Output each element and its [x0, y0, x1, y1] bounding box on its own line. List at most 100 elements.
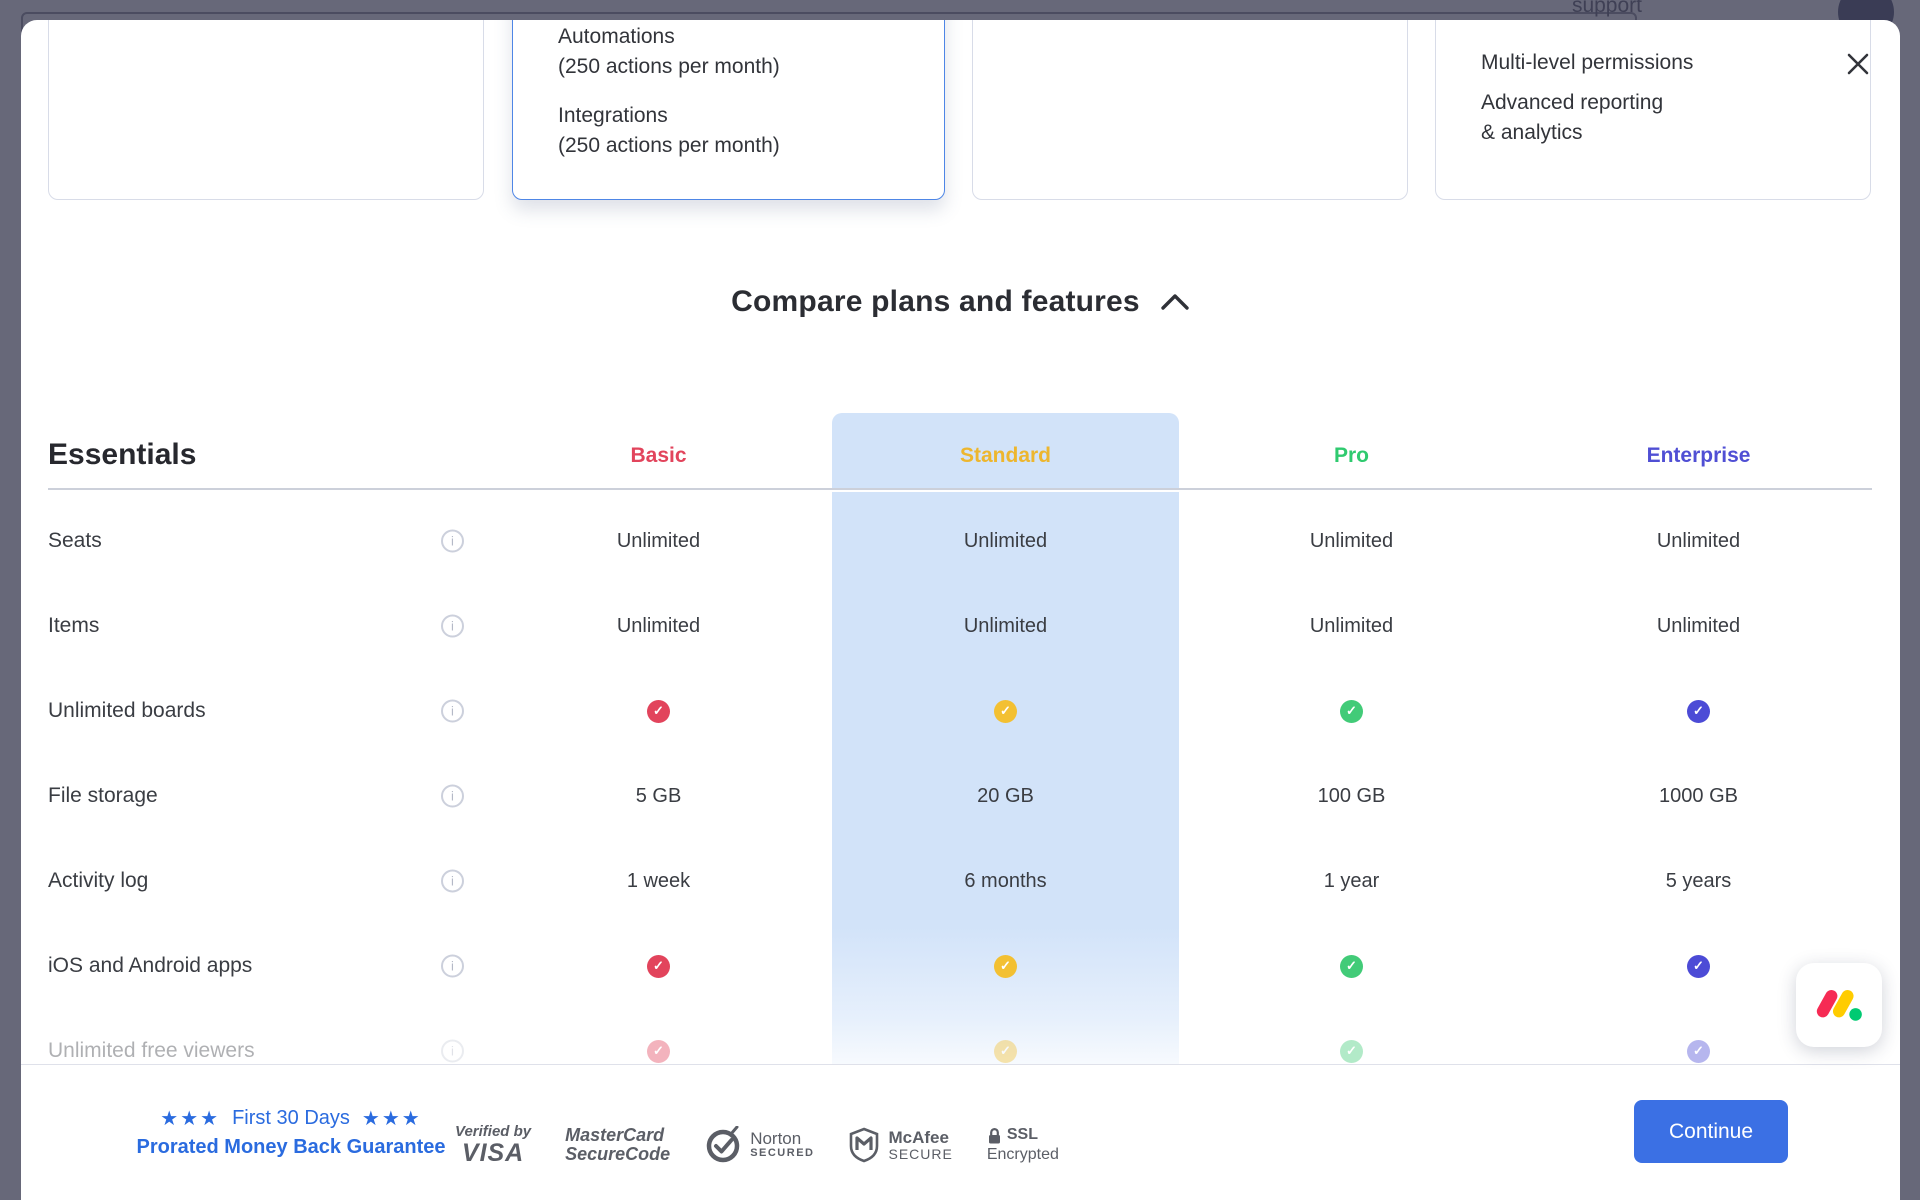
info-icon[interactable]: i	[441, 954, 464, 978]
row-value-standard: ✓	[832, 924, 1179, 1008]
row-label: Seats	[48, 529, 102, 552]
row-value-basic: ✓	[485, 1009, 832, 1093]
row-value-pro: ✓	[1178, 1009, 1525, 1093]
row-value-pro: ✓	[1178, 924, 1525, 1008]
mcafee-shield-icon	[848, 1127, 880, 1163]
check-icon: ✓	[1687, 699, 1710, 723]
row-value-enterprise: ✓	[1525, 924, 1872, 1008]
table-row: Unlimited boards i ✓ ✓ ✓ ✓	[21, 669, 1900, 753]
feature-line: Automations	[558, 25, 675, 48]
feature-line: & analytics	[1481, 121, 1583, 144]
check-icon: ✓	[647, 699, 670, 723]
row-value-standard: ✓	[832, 1009, 1179, 1093]
row-value-enterprise: ✓	[1525, 1009, 1872, 1093]
check-icon: ✓	[994, 699, 1017, 723]
mastercard-securecode-badge: MasterCard SecureCode	[565, 1125, 671, 1165]
info-icon[interactable]: i	[441, 784, 464, 808]
row-label: Activity log	[48, 869, 149, 892]
check-icon: ✓	[1340, 1039, 1363, 1063]
table-section-title: Essentials	[48, 438, 197, 471]
info-icon[interactable]: i	[441, 699, 464, 723]
chevron-up-icon[interactable]	[1160, 291, 1190, 313]
info-icon[interactable]: i	[441, 869, 464, 893]
info-icon[interactable]: i	[441, 1039, 464, 1063]
standard-column-highlight-header	[832, 413, 1179, 489]
table-row: Seats i Unlimited Unlimited Unlimited Unlimit…	[21, 499, 1900, 583]
row-value-basic: ✓	[485, 669, 832, 753]
guarantee-line2: Prorated Money Back Guarantee	[136, 1136, 446, 1158]
info-icon[interactable]: i	[441, 614, 464, 638]
row-value-standard: ✓	[832, 669, 1179, 753]
row-value-enterprise: 5 years	[1665, 869, 1732, 892]
check-icon: ✓	[994, 954, 1017, 978]
plan-card-enterprise[interactable]: Multi-level permissions Advanced reporti…	[1435, 20, 1871, 200]
compare-title: Compare plans and features	[731, 285, 1140, 318]
table-row: Activity log i 1 week 6 months 1 year 5 years	[21, 839, 1900, 923]
check-icon: ✓	[1340, 699, 1363, 723]
row-value-basic: Unlimited	[616, 614, 701, 637]
check-icon: ✓	[1687, 954, 1710, 978]
row-value-enterprise: Unlimited	[1656, 529, 1741, 552]
compare-heading-row: Compare plans and features	[21, 285, 1900, 319]
row-value-standard: Unlimited	[963, 614, 1048, 637]
money-back-guarantee: ★★★ First 30 Days ★★★ Prorated Money Bac…	[126, 1106, 456, 1159]
row-value-basic: 1 week	[626, 869, 691, 892]
row-value-pro: ✓	[1178, 669, 1525, 753]
norton-circle-check-icon	[704, 1126, 742, 1164]
brand-card	[1796, 963, 1882, 1047]
plans-modal: Automations (250 actions per month) Inte…	[21, 20, 1900, 1200]
feature-line: Integrations	[558, 104, 668, 127]
row-value-enterprise: 1000 GB	[1659, 784, 1738, 807]
row-label: Unlimited free viewers	[48, 1039, 255, 1062]
plan-card-pro[interactable]	[972, 20, 1408, 200]
row-value-standard: 20 GB	[977, 784, 1034, 807]
stars-icon: ★★★	[361, 1108, 422, 1130]
feature-line: (250 actions per month)	[558, 55, 780, 78]
ssl-encrypted-badge: SSL Encrypted	[986, 1126, 1059, 1163]
table-row: Unlimited free viewers i ✓ ✓ ✓ ✓	[21, 1009, 1900, 1093]
row-value-basic: ✓	[485, 924, 832, 1008]
table-header-divider	[48, 488, 1872, 490]
column-header-basic: Basic	[630, 444, 687, 467]
mcafee-secure-badge: McAfee SECURE	[848, 1127, 952, 1163]
footer-bar	[21, 1064, 1900, 1200]
row-label: File storage	[48, 784, 158, 807]
row-value-basic: 5 GB	[635, 784, 682, 807]
info-icon[interactable]: i	[441, 529, 464, 553]
table-row: iOS and Android apps i ✓ ✓ ✓ ✓	[21, 924, 1900, 1008]
table-row: File storage i 5 GB 20 GB 100 GB 1000 GB	[21, 754, 1900, 838]
lock-icon	[987, 1127, 1002, 1145]
row-label: Unlimited boards	[48, 699, 206, 722]
norton-secured-badge: Norton SECURED	[704, 1126, 814, 1164]
check-icon: ✓	[994, 1039, 1017, 1063]
column-header-pro: Pro	[1333, 444, 1369, 467]
row-label: iOS and Android apps	[48, 954, 253, 977]
row-value-standard: Unlimited	[963, 529, 1048, 552]
row-value-enterprise: Unlimited	[1656, 614, 1741, 637]
background-clipped-text: support	[1571, 0, 1642, 17]
row-value-enterprise: ✓	[1525, 669, 1872, 753]
table-row: Items i Unlimited Unlimited Unlimited Unlimit…	[21, 584, 1900, 668]
close-icon[interactable]	[1839, 46, 1877, 84]
verified-by-visa-badge: Verified by VISA	[455, 1123, 532, 1167]
row-value-pro: Unlimited	[1309, 614, 1394, 637]
check-icon: ✓	[647, 954, 670, 978]
column-header-standard: Standard	[959, 444, 1051, 467]
continue-button[interactable]: Continue	[1634, 1100, 1788, 1163]
feature-line: Multi-level permissions	[1481, 51, 1694, 74]
check-icon: ✓	[1687, 1039, 1710, 1063]
row-label: Items	[48, 614, 100, 637]
check-icon: ✓	[1340, 954, 1363, 978]
column-header-enterprise: Enterprise	[1646, 444, 1751, 467]
check-icon: ✓	[647, 1039, 670, 1063]
monday-logo-icon	[1813, 985, 1865, 1025]
plan-card-basic[interactable]	[48, 20, 484, 200]
row-value-pro: Unlimited	[1309, 529, 1394, 552]
plan-card-standard[interactable]: Automations (250 actions per month) Inte…	[512, 20, 945, 200]
stars-icon: ★★★	[160, 1108, 221, 1130]
row-value-basic: Unlimited	[616, 529, 701, 552]
guarantee-line1: First 30 Days	[232, 1107, 350, 1129]
security-badges: Verified by VISA MasterCard SecureCode	[455, 1124, 1059, 1166]
row-value-pro: 1 year	[1323, 869, 1380, 892]
